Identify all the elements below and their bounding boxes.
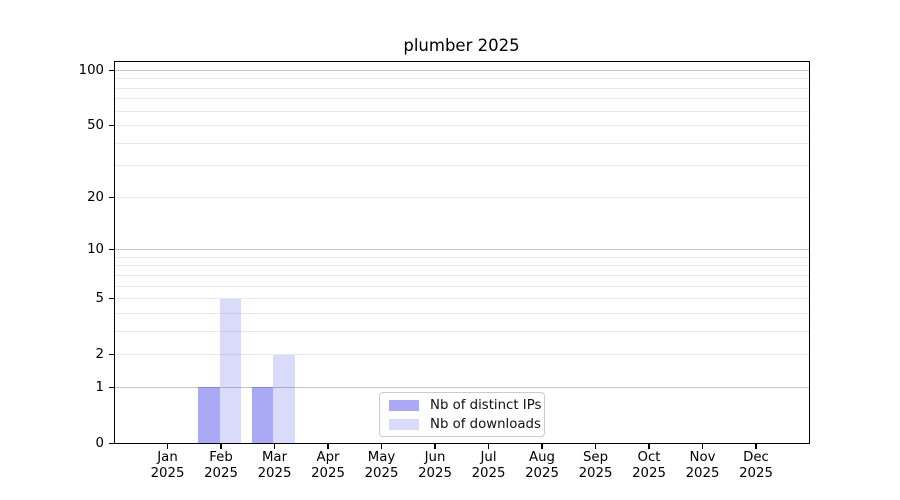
x-tick-year: 2025	[150, 466, 185, 481]
minor-gridline	[113, 98, 810, 100]
y-tick	[108, 298, 114, 300]
x-tick-month: Oct	[637, 449, 661, 465]
legend-label-distinct-ips: Nb of distinct IPs	[430, 397, 542, 413]
minor-gridline	[113, 265, 810, 267]
y-tick	[108, 442, 114, 445]
x-tick-month: Jul	[480, 449, 497, 465]
y-tick-label: 20	[87, 189, 104, 205]
minor-gridline	[113, 274, 810, 276]
y-tick	[108, 125, 114, 127]
x-tick	[541, 443, 543, 449]
y-tick	[108, 196, 114, 199]
x-tick	[220, 443, 222, 449]
x-tick-label: May 2025	[350, 450, 414, 483]
legend-entry-distinct-ips: Nb of distinct IPs	[389, 398, 541, 413]
x-tick-month: Mar	[261, 449, 288, 465]
x-tick-label: Apr 2025	[296, 450, 360, 483]
x-tick-year: 2025	[471, 466, 506, 481]
x-tick-month: Aug	[529, 449, 555, 465]
y-tick	[108, 249, 114, 251]
minor-gridline	[113, 354, 810, 356]
minor-gridline	[113, 312, 810, 314]
legend-swatch-distinct-ips	[389, 399, 419, 411]
bar-downloads	[219, 298, 241, 444]
x-tick-label: Feb 2025	[189, 450, 253, 483]
y-tick-label: 5	[95, 291, 104, 307]
x-tick-month: Apr	[316, 449, 340, 465]
bars-layer	[114, 61, 811, 444]
y-tick-label: 100	[78, 62, 104, 78]
y-tick-label: 10	[87, 242, 104, 258]
minor-gridline	[113, 165, 810, 167]
x-tick-year: 2025	[525, 466, 559, 481]
bar-downloads	[273, 354, 295, 444]
x-tick-year: 2025	[739, 466, 773, 481]
x-tick-year: 2025	[632, 466, 666, 481]
y-tick	[108, 354, 114, 356]
x-tick-year: 2025	[418, 466, 452, 481]
x-tick-label: Oct 2025	[617, 450, 681, 483]
x-tick	[701, 443, 704, 449]
x-tick-year: 2025	[257, 466, 292, 481]
x-tick-month: Jun	[424, 449, 446, 465]
major-gridline	[113, 69, 810, 71]
x-tick	[487, 443, 490, 449]
x-tick	[755, 443, 757, 449]
x-tick	[327, 443, 329, 449]
major-gridline	[113, 386, 810, 388]
y-tick	[108, 386, 114, 389]
x-tick-label: Mar 2025	[243, 450, 307, 483]
x-tick	[166, 443, 169, 449]
minor-gridline	[113, 125, 810, 127]
gridlines-layer	[113, 61, 810, 444]
legend-entry-downloads: Nb of downloads	[389, 417, 541, 432]
x-tick-year: 2025	[204, 466, 238, 481]
x-tick-year: 2025	[364, 466, 399, 481]
minor-gridline	[113, 78, 810, 80]
x-tick-label: Jun 2025	[403, 450, 467, 483]
y-tick-label: 1	[95, 379, 104, 395]
x-tick-month: Feb	[209, 449, 233, 465]
x-tick-month: Sep	[582, 449, 609, 465]
x-tick	[380, 443, 383, 449]
y-tick-label: 0	[95, 436, 104, 451]
minor-gridline	[113, 298, 810, 300]
x-tick-label: Nov 2025	[671, 450, 735, 483]
x-tick-month: Dec	[743, 449, 769, 465]
x-tick-year: 2025	[578, 466, 613, 481]
legend-swatch-downloads	[389, 418, 419, 430]
x-tick	[273, 443, 276, 449]
bar-distinct-ips	[198, 387, 220, 444]
minor-gridline	[113, 110, 810, 112]
x-tick-label: Jul 2025	[457, 450, 521, 483]
minor-gridline	[113, 330, 810, 332]
minor-gridline	[113, 285, 810, 287]
x-tick-month: Jan	[157, 449, 178, 465]
x-tick-year: 2025	[685, 466, 720, 481]
y-tick-label: 50	[87, 118, 104, 134]
major-gridline	[113, 249, 810, 251]
bar-distinct-ips	[251, 387, 273, 444]
x-tick-label: Jan 2025	[136, 450, 200, 483]
minor-gridline	[113, 142, 810, 144]
chart-title: plumber 2025	[403, 36, 520, 55]
plot-area	[113, 61, 811, 444]
x-tick-month: May	[367, 449, 396, 465]
minor-gridline	[113, 256, 810, 258]
minor-gridline	[113, 196, 810, 198]
x-tick-label: Aug 2025	[510, 450, 574, 483]
x-tick-label: Dec 2025	[724, 450, 788, 483]
x-tick-label: Sep 2025	[564, 450, 628, 483]
y-tick	[108, 69, 114, 72]
legend: Nb of distinct IPs Nb of downloads	[379, 392, 545, 437]
x-tick	[594, 443, 597, 449]
x-tick-month: Nov	[689, 449, 716, 465]
minor-gridline	[113, 87, 810, 89]
x-tick	[434, 443, 436, 449]
x-tick-year: 2025	[311, 466, 345, 481]
y-tick-label: 2	[95, 347, 104, 363]
legend-label-downloads: Nb of downloads	[430, 416, 541, 432]
x-tick	[648, 443, 650, 449]
